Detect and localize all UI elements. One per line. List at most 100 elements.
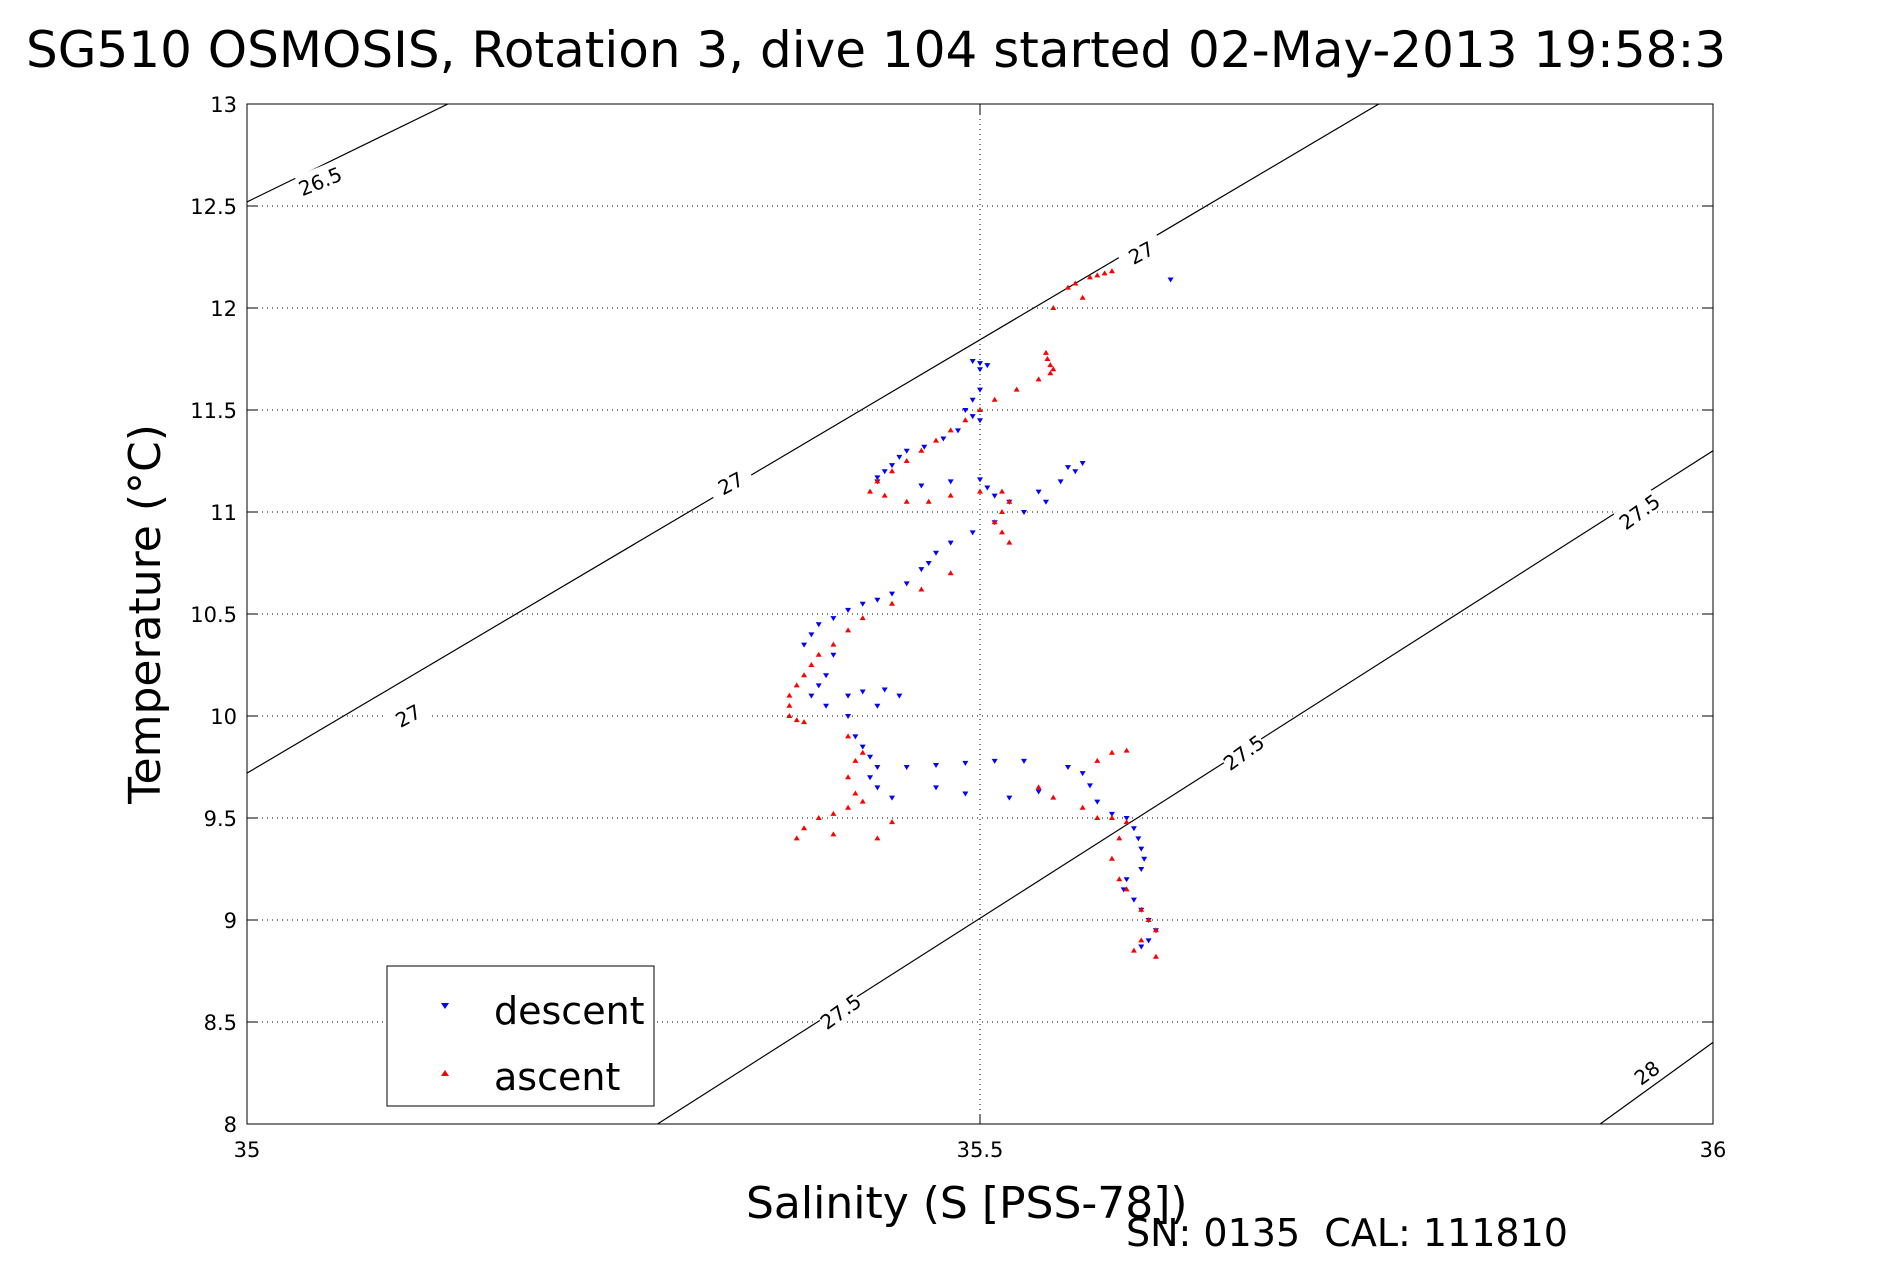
descent-point: [815, 622, 822, 628]
descent-point: [933, 550, 940, 556]
descent-point: [921, 444, 928, 450]
legend: descent ascent: [386, 965, 655, 1107]
y-tick-label: 11: [210, 501, 237, 525]
descent-point: [947, 479, 954, 485]
ascent-point: [1152, 953, 1159, 959]
contour-label-background: [814, 987, 865, 1033]
ascent-point: [1013, 386, 1020, 392]
descent-point: [889, 591, 896, 597]
descent-point: [845, 693, 852, 699]
descent-point: [845, 714, 852, 719]
descent-point: [881, 469, 888, 475]
ascent-point: [1047, 370, 1054, 376]
contour-label-background: [294, 160, 345, 200]
descent-point: [852, 734, 859, 740]
descent-point: [1138, 846, 1145, 852]
ascent-point: [801, 825, 808, 831]
descent-point: [1123, 877, 1130, 883]
ascent-point: [1094, 272, 1101, 278]
ascent-point: [1130, 947, 1137, 953]
ascent-point: [1072, 280, 1079, 286]
density-contour-line: [1599, 1041, 1713, 1124]
descent-point: [984, 485, 991, 491]
ascent-point: [845, 804, 852, 810]
descent-point: [823, 673, 830, 679]
descent-point: [977, 418, 983, 424]
ascent-point: [830, 810, 837, 816]
descent-point: [859, 601, 866, 607]
ascent-point: [793, 682, 800, 688]
y-tick-label: 8: [224, 1113, 237, 1137]
ascent-point: [947, 492, 954, 498]
descent-point: [918, 567, 925, 573]
descent-point: [962, 408, 969, 413]
descent-point: [867, 754, 874, 760]
descent-point: [940, 436, 947, 442]
ascent-point: [1145, 917, 1152, 922]
descent-point: [1079, 461, 1086, 467]
density-contour-line: [247, 104, 449, 203]
ascent-point: [1079, 294, 1086, 300]
descent-point: [969, 397, 976, 403]
ascent-point: [1108, 268, 1115, 274]
ascent-point: [1042, 349, 1049, 355]
descent-point: [1079, 771, 1086, 777]
ascent-point: [786, 692, 793, 698]
ascent-point: [845, 733, 852, 739]
ascent-point: [991, 396, 998, 402]
ascent-point: [1152, 927, 1159, 933]
descent-point: [1094, 799, 1101, 805]
contour-label-background: [1621, 1048, 1671, 1095]
x-axis-label: Salinity (S [PSS-78]): [746, 1178, 1188, 1229]
descent-point: [1167, 277, 1174, 283]
legend-descent-label: descent: [494, 989, 645, 1033]
y-tick-label: 11.5: [190, 399, 237, 423]
descent-point: [977, 367, 983, 373]
descent-point: [889, 463, 896, 469]
descent-point: [933, 785, 940, 791]
ascent-point: [859, 798, 866, 804]
descent-point: [962, 791, 969, 797]
ascent-point: [793, 835, 800, 841]
ascent-point: [998, 488, 1005, 494]
descent-point: [1130, 826, 1137, 832]
descent-point: [991, 493, 998, 499]
ascent-point: [977, 488, 983, 494]
descent-point: [1123, 816, 1130, 821]
descent-point: [977, 387, 983, 393]
descent-point: [955, 428, 962, 434]
legend-box: [386, 965, 655, 1107]
ascent-point: [845, 774, 852, 780]
descent-point: [991, 758, 998, 764]
density-contour-line: [247, 104, 1380, 774]
ascent-point: [918, 447, 925, 453]
ascent-point: [867, 488, 874, 494]
ascent-point: [859, 615, 866, 621]
y-tick-label: 9.5: [204, 807, 237, 831]
descent-point: [1064, 465, 1071, 471]
ascent-point: [1116, 876, 1123, 882]
descent-point: [1042, 499, 1049, 505]
descent-point: [962, 760, 969, 766]
descent-point: [1145, 938, 1152, 944]
axis-ticks: 35 35.5 36 8 8.5 9 9.5 10 10.5 11 11.5 12 12.5 13: [190, 93, 1726, 1162]
descent-point: [830, 652, 837, 658]
ascent-point: [1006, 539, 1013, 545]
descent-point: [1020, 758, 1027, 764]
descent-point: [903, 581, 910, 587]
ascent-point: [1108, 815, 1115, 820]
descent-point: [1138, 944, 1145, 950]
ascent-point: [1123, 747, 1130, 753]
descent-point: [1020, 510, 1027, 515]
descent-point: [903, 448, 910, 454]
ascent-point: [786, 702, 793, 708]
calibration-footer: SN: 0135 CAL: 111810: [1126, 1211, 1568, 1255]
ascent-point: [1044, 356, 1051, 361]
contour-label-background: [1115, 230, 1166, 273]
ascent-point: [815, 651, 822, 657]
descent-point: [1108, 811, 1115, 817]
descent-point: [815, 683, 822, 689]
ascent-point: [1094, 757, 1101, 763]
